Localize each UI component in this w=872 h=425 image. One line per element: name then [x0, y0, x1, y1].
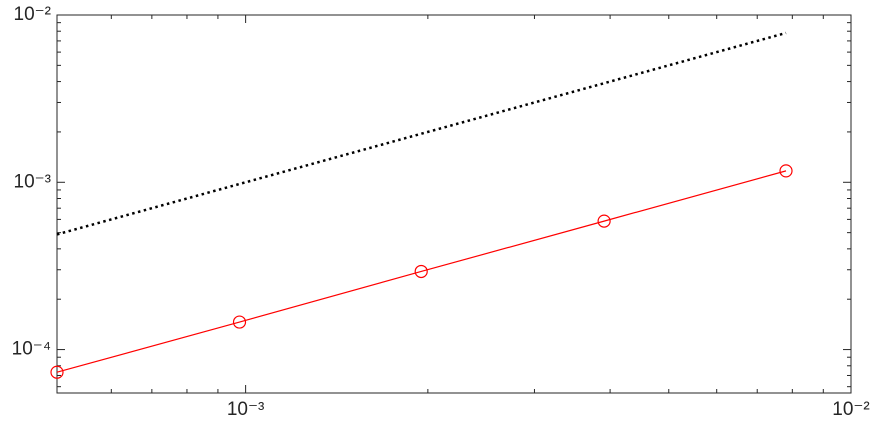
- series-line: [56, 31, 787, 236]
- x-tick-label: 10⁻²: [832, 399, 870, 420]
- y-tick-label: 10⁻⁴: [12, 339, 51, 360]
- data-point: [232, 315, 247, 329]
- data-point: [779, 164, 793, 178]
- series-line: [56, 170, 787, 373]
- x-tick-label: 10⁻³: [227, 399, 265, 420]
- data-point: [414, 264, 428, 279]
- data-point: [597, 214, 611, 228]
- y-tick-label: 10⁻³: [14, 171, 52, 192]
- plot-frame: [56, 14, 852, 394]
- y-tick-label: 10⁻²: [14, 4, 52, 25]
- data-point: [50, 365, 64, 379]
